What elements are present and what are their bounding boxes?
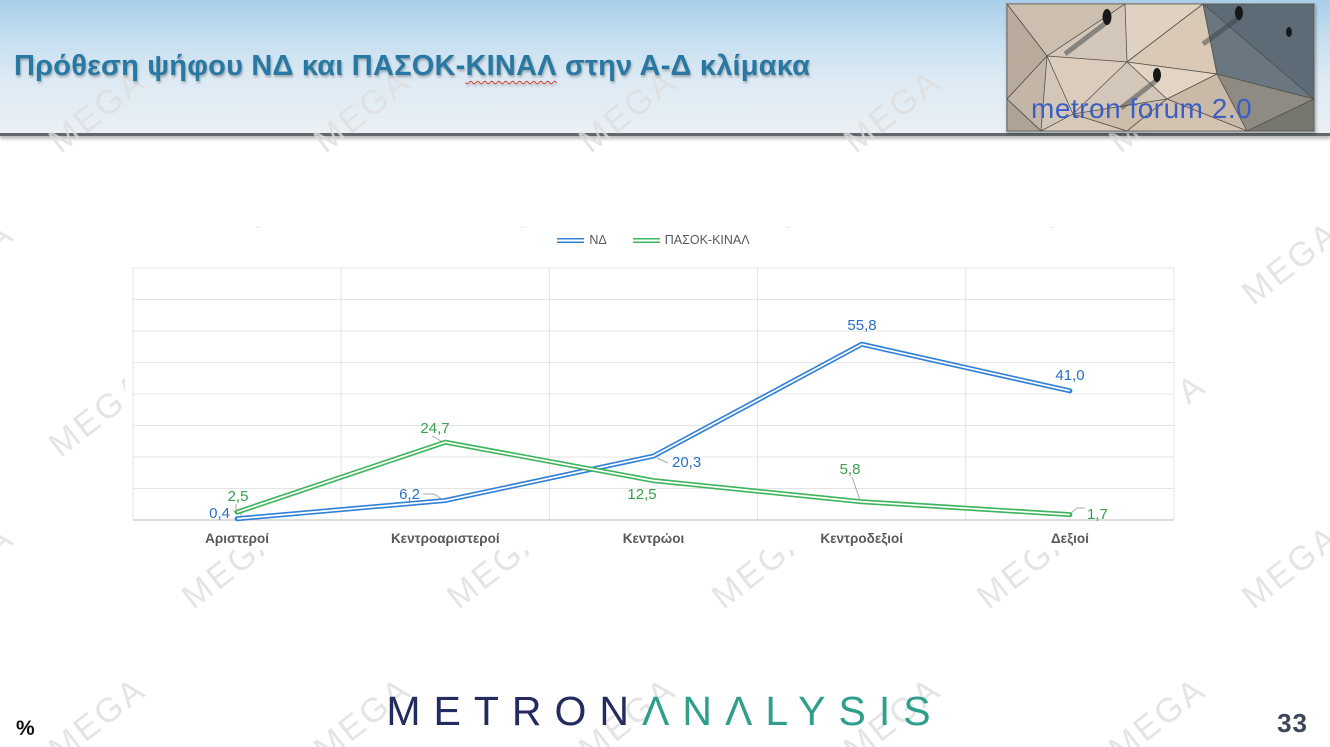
legend-label: ΠΑΣΟΚ-ΚΙΝΑΛ — [664, 233, 750, 247]
legend-line-swatch — [632, 237, 660, 243]
page-title: Πρόθεση ψήφου ΝΔ και ΠΑΣΟΚ-ΚΙΝΑΛ στην Α-… — [14, 50, 810, 83]
forum-caption: metron forum 2.0 — [1031, 93, 1252, 124]
logo-metron-text: METRON — [386, 688, 643, 734]
legend-label: ΝΔ — [589, 233, 607, 247]
people-figures — [1102, 6, 1292, 82]
data-label-ΝΔ-0: 0,4 — [209, 505, 230, 522]
data-label-ΠΑΣΟΚ-ΚΙΝΑΛ-4: 1,7 — [1087, 506, 1108, 523]
data-label-leader — [1070, 507, 1085, 514]
data-label-ΝΔ-1: 6,2 — [399, 486, 420, 503]
data-label-ΝΔ-4: 41,0 — [1055, 367, 1084, 384]
series-line-inner-ΝΔ — [237, 343, 1071, 520]
data-label-leader — [423, 493, 443, 500]
data-label-ΠΑΣΟΚ-ΚΙΝΑΛ-0: 2,5 — [228, 488, 249, 505]
title-prefix: Πρόθεση ψήφου ΝΔ και ΠΑΣΟΚ- — [14, 50, 466, 82]
people-shadows — [1063, 15, 1241, 110]
category-label-4: Δεξιοί — [1051, 531, 1089, 546]
category-label-0: Αριστεροί — [205, 531, 269, 546]
chart-legend: ΝΔ ΠΑΣΟΚ-ΚΙΝΑΛ — [133, 233, 1174, 247]
metron-forum-photo: metron forum 2.0 — [1006, 2, 1316, 132]
data-label-ΠΑΣΟΚ-ΚΙΝΑΛ-3: 5,8 — [840, 461, 861, 478]
data-label-ΠΑΣΟΚ-ΚΙΝΑΛ-1: 24,7 — [420, 420, 449, 437]
data-label-ΝΔ-2: 20,3 — [672, 454, 701, 471]
data-label-ΝΔ-3: 55,8 — [847, 317, 876, 334]
category-label-1: Κεντροαριστεροί — [391, 531, 500, 546]
forum-photo-graphic: metron forum 2.0 — [1006, 2, 1316, 132]
legend-item-ΠΑΣΟΚ-ΚΙΝΑΛ: ΠΑΣΟΚ-ΚΙΝΑΛ — [632, 233, 750, 247]
legend-line-swatch — [557, 237, 585, 243]
data-label-leader — [851, 476, 861, 501]
page-number: 33 — [1277, 708, 1308, 738]
category-label-3: Κεντροδεξιοί — [820, 531, 903, 546]
metron-analysis-logo: METRONΛNΛLYSIS — [0, 688, 1330, 735]
title-suffix: στην Α-Δ κλίμακα — [556, 50, 811, 82]
legend-item-ΝΔ: ΝΔ — [557, 233, 607, 247]
plot-background — [125, 228, 1183, 550]
data-label-leader — [656, 457, 669, 464]
logo-analysis-text: ΛNΛLYSIS — [642, 688, 944, 734]
data-label-leader — [431, 435, 442, 442]
data-label-ΠΑΣΟΚ-ΚΙΝΑΛ-2: 12,5 — [627, 486, 656, 503]
category-label-2: Κεντρώοι — [623, 531, 685, 546]
unit-label: % — [16, 717, 35, 740]
title-spellcheck-word: ΚΙΝΑΛ — [465, 50, 557, 82]
series-line-inner-ΠΑΣΟΚ-ΚΙΝΑΛ — [236, 441, 1070, 516]
